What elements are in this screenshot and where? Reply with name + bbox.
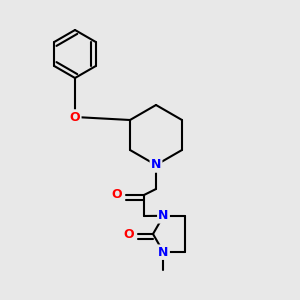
Text: O: O [70, 110, 80, 124]
Text: O: O [112, 188, 122, 202]
Text: N: N [151, 158, 161, 172]
Text: O: O [124, 227, 134, 241]
Text: N: N [158, 209, 169, 222]
Text: N: N [158, 246, 169, 259]
